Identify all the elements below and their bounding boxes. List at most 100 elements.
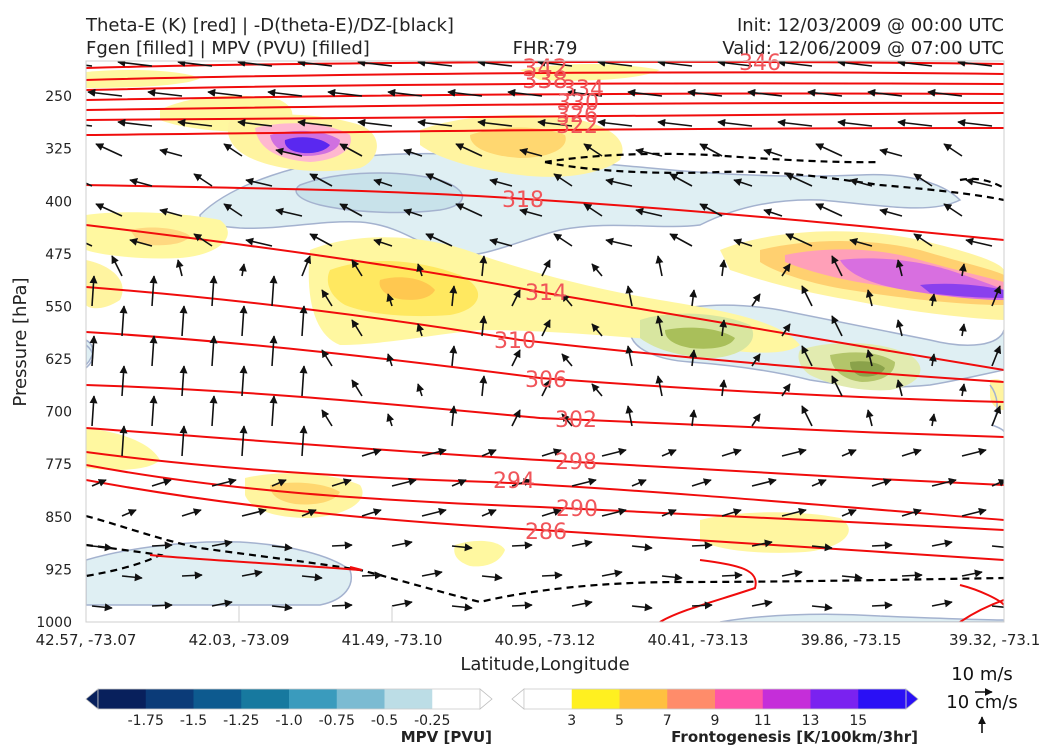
- wind-vector: [207, 88, 243, 97]
- wind-vector: [687, 88, 723, 97]
- wind-vector: [223, 143, 243, 157]
- wind-vector: [751, 413, 761, 427]
- x-tick-label: 39.32, -73.1: [949, 631, 1040, 649]
- wind-vector: [119, 365, 128, 397]
- wind-vector: [781, 383, 791, 397]
- wind-vector: [913, 233, 933, 247]
- wind-vector: [321, 289, 333, 307]
- wind-vector: [991, 605, 1004, 609]
- wind-vector: [179, 425, 188, 457]
- wind-vector: [571, 539, 593, 548]
- wind-vector: [86, 242, 93, 247]
- colorbar-tick-label: 13: [802, 713, 820, 729]
- wind-vector: [129, 238, 153, 247]
- wind-vector: [519, 148, 543, 157]
- wind-vector: [583, 143, 603, 157]
- wind-vector: [669, 233, 693, 247]
- wind-vector: [897, 118, 933, 127]
- wind-vector: [811, 479, 827, 487]
- wind-vector: [269, 275, 278, 307]
- wind-vector: [449, 345, 458, 367]
- colorbar-swatch: [762, 689, 811, 709]
- theta-e-label: 346: [739, 51, 781, 76]
- wind-vector: [489, 238, 513, 247]
- wind-vector: [811, 603, 833, 612]
- plot-area: [86, 61, 1004, 622]
- wind-vector: [271, 543, 293, 552]
- wind-vector: [511, 478, 532, 487]
- wind-vector: [119, 425, 128, 457]
- wind-vector: [763, 148, 783, 157]
- frontogenesis-colorbar: 3 5 7 9 11 13 15: [511, 688, 919, 729]
- colorbar-swatch: [810, 689, 859, 709]
- wind-vector: [895, 319, 904, 337]
- wind-vector: [95, 203, 123, 217]
- wind-vector: [301, 573, 323, 582]
- wind-vector: [149, 395, 158, 427]
- wind-vector: [961, 569, 983, 578]
- wind-vector: [928, 293, 937, 307]
- wind-vector: [901, 508, 922, 517]
- wind-vector: [119, 305, 128, 337]
- wind-vector: [339, 203, 363, 217]
- wind-vector: [841, 573, 863, 582]
- x-tick-label: 40.41, -73.13: [648, 631, 749, 649]
- wind-vector: [561, 353, 573, 367]
- wind-vector: [721, 508, 742, 517]
- wind-vector: [159, 148, 183, 157]
- wind-vector: [541, 379, 551, 397]
- wind-vector: [479, 315, 488, 337]
- wind-vector: [751, 599, 773, 608]
- wind-vector: [331, 541, 353, 550]
- colorbar-swatch: [524, 689, 573, 709]
- wind-vector: [417, 61, 453, 67]
- wind-vector: [901, 448, 922, 457]
- wind-vector: [275, 207, 303, 217]
- wind-vector: [151, 478, 172, 487]
- wind-vector: [927, 88, 963, 97]
- wind-vector: [571, 477, 597, 487]
- wind-vector: [991, 285, 1002, 307]
- wind-vector: [489, 178, 513, 187]
- wind-vector: [181, 508, 202, 517]
- wind-vector: [635, 207, 663, 217]
- wind-vector: [661, 449, 677, 457]
- theta-e-labels: 342 338 334 330 326 322 346 318 314 310 …: [493, 51, 781, 545]
- wind-vector: [801, 345, 813, 367]
- wind-vector: [451, 603, 473, 612]
- wind-vector: [751, 539, 773, 548]
- wind-vector: [416, 263, 425, 277]
- x-axis-ticks: 42.57, -73.07 42.03, -73.09 41.49, -73.10 4…: [36, 631, 1041, 649]
- wind-vector: [561, 293, 573, 307]
- theta-e-label: 306: [525, 368, 567, 393]
- colorbar-swatch: [619, 689, 668, 709]
- wind-vector: [541, 508, 562, 517]
- wind-vector: [991, 405, 1002, 427]
- wind-vector: [238, 263, 247, 277]
- wind-vector: [849, 178, 873, 187]
- wind-vector: [991, 545, 1004, 549]
- title-line-2: Fgen [filled] | MPV (PVU) [filled]: [86, 38, 370, 59]
- wind-vector: [841, 449, 857, 457]
- wind-vector: [89, 395, 98, 427]
- wind-vector: [403, 148, 423, 157]
- wind-vector: [327, 88, 363, 97]
- wind-vector: [151, 601, 173, 610]
- wind-vector: [477, 61, 513, 67]
- x-tick-label: 42.57, -73.07: [36, 631, 137, 649]
- wind-vector: [807, 88, 843, 97]
- wind-vector: [721, 448, 742, 457]
- wind-vector: [321, 349, 333, 367]
- wind-vector: [121, 573, 143, 582]
- wind-vector: [237, 61, 273, 67]
- y-tick-label: 550: [45, 299, 72, 315]
- wind-vector: [179, 365, 188, 397]
- wind-vector: [331, 601, 353, 610]
- colorbar-extend-left: [511, 688, 525, 710]
- wind-vector: [781, 263, 791, 277]
- colorbar-tick-label: 3: [567, 713, 576, 729]
- colorbar-tick-label: 15: [849, 713, 867, 729]
- wind-vector: [631, 479, 647, 487]
- wind-vector: [361, 448, 382, 457]
